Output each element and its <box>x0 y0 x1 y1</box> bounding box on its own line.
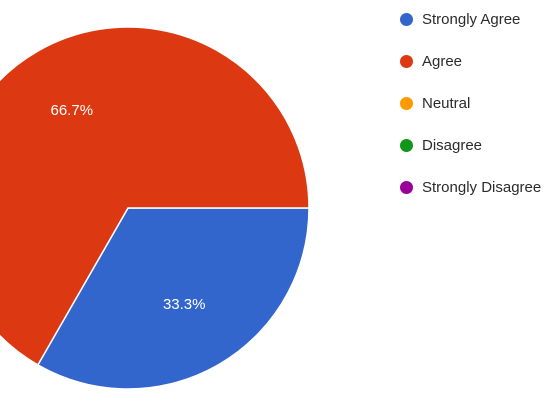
pie-slice-strongly-agree[interactable] <box>36 207 310 390</box>
legend-swatch <box>400 96 413 110</box>
data-label-agree: 66.7% <box>51 102 94 119</box>
legend-swatch <box>400 180 413 194</box>
legend-label: Agree <box>422 52 463 70</box>
legend: Strongly Agree Agree Neutral Disagree St… <box>400 8 550 218</box>
legend-item-agree[interactable]: Agree <box>400 50 550 72</box>
pie-slice-agree[interactable] <box>0 26 310 366</box>
pie-slices <box>0 26 310 390</box>
legend-label: Strongly Disagree <box>422 178 542 196</box>
legend-swatch <box>400 138 413 152</box>
data-label-strongly-agree: 33.3% <box>163 296 206 313</box>
pie-data-labels: 33.3% 66.7% <box>51 102 206 313</box>
legend-item-neutral[interactable]: Neutral <box>400 92 550 114</box>
legend-label: Strongly Agree <box>422 10 521 28</box>
legend-item-strongly-agree[interactable]: Strongly Agree <box>400 8 550 30</box>
legend-item-disagree[interactable]: Disagree <box>400 134 550 156</box>
legend-swatch <box>400 12 413 26</box>
legend-label: Neutral <box>422 94 471 112</box>
legend-swatch <box>400 54 413 68</box>
legend-label: Disagree <box>422 136 483 154</box>
legend-item-strongly-disagree[interactable]: Strongly Disagree <box>400 176 550 198</box>
